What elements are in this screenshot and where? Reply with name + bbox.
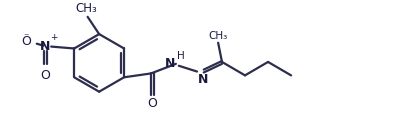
Text: N: N <box>198 73 208 86</box>
Text: O: O <box>147 97 157 110</box>
Text: CH₃: CH₃ <box>209 31 228 41</box>
Text: O: O <box>21 35 31 48</box>
Text: ⁻: ⁻ <box>23 32 29 42</box>
Text: N: N <box>165 57 175 70</box>
Text: O: O <box>40 69 50 82</box>
Text: CH₃: CH₃ <box>76 2 97 15</box>
Text: N: N <box>40 40 50 53</box>
Text: H: H <box>177 51 185 61</box>
Text: +: + <box>50 33 57 42</box>
